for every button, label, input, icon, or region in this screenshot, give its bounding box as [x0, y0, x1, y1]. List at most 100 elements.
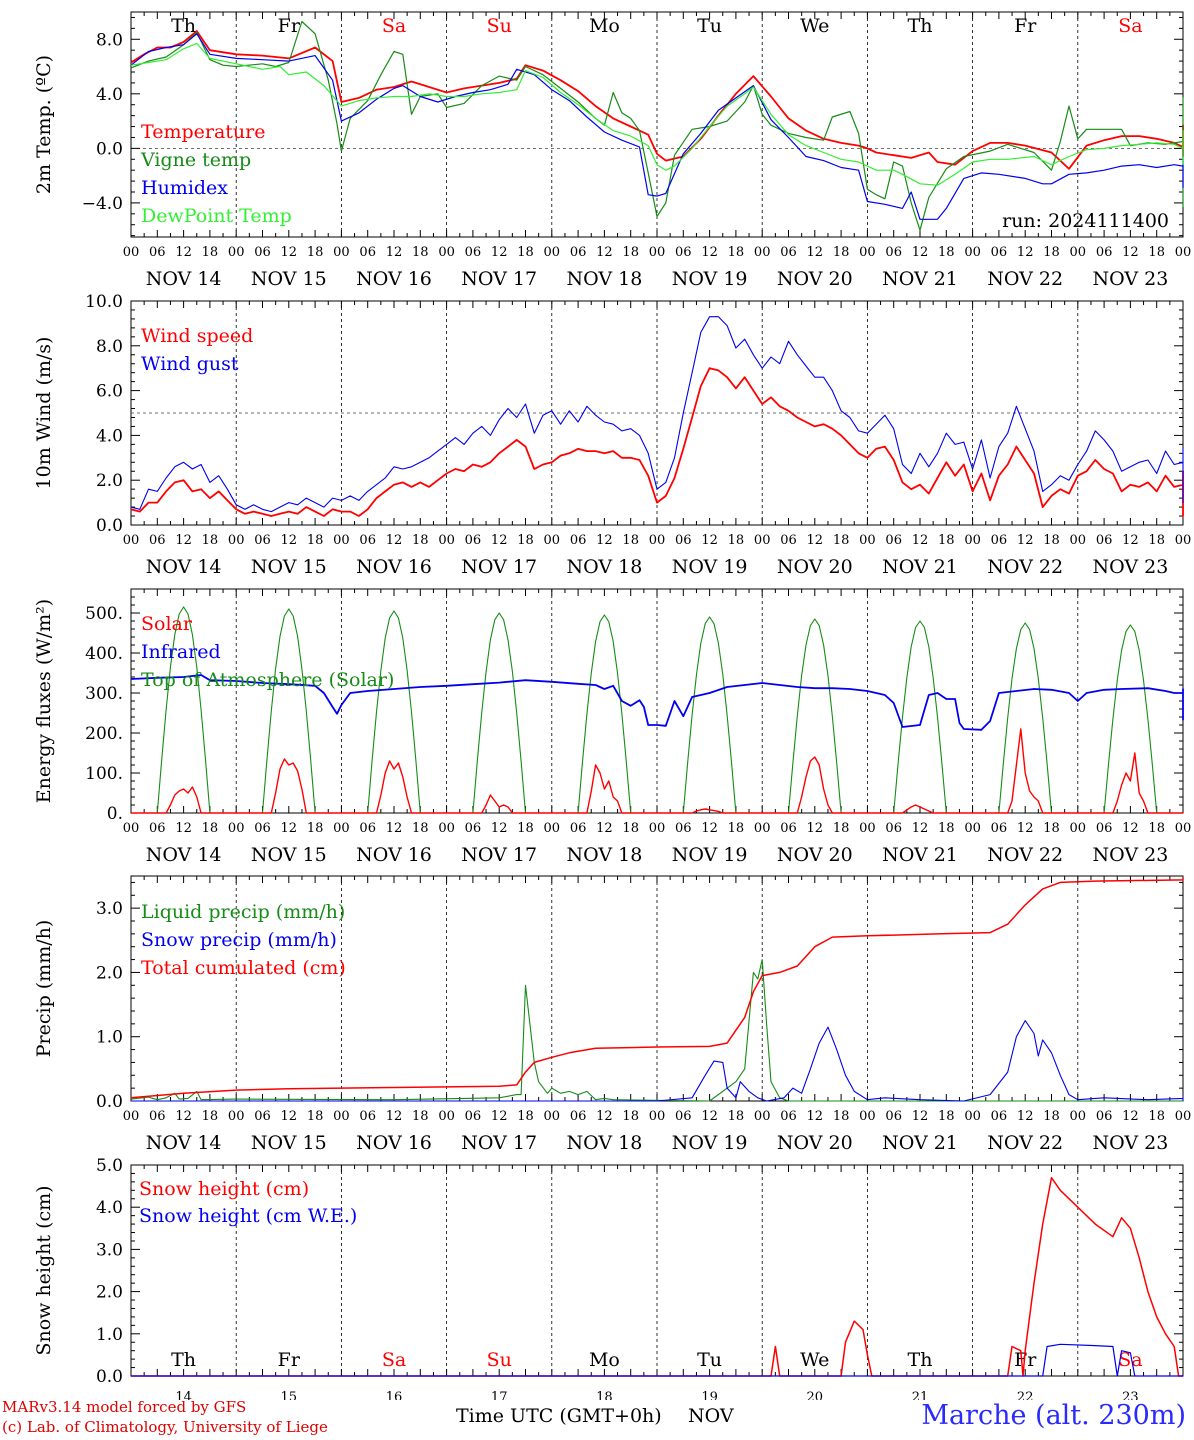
- legend-entry: Temperature: [141, 121, 265, 143]
- hour-tick-label: 18: [517, 533, 534, 548]
- day-label: NOV 15: [251, 1132, 327, 1154]
- series-line: [131, 1020, 1184, 1102]
- hour-tick-label: 00: [649, 821, 666, 836]
- hour-tick-label: 06: [780, 245, 797, 260]
- day-label: NOV 15: [251, 268, 327, 290]
- hour-tick-label: 06: [254, 533, 271, 548]
- weekday-label: Th: [908, 15, 933, 37]
- hour-tick-label: 12: [596, 245, 613, 260]
- y-tick-label: 8.0: [96, 30, 123, 50]
- hour-tick-label: 12: [491, 821, 508, 836]
- run-label: run: 2024111400: [1002, 210, 1169, 232]
- hour-tick-label: 18: [1043, 245, 1060, 260]
- day-label: NOV 17: [461, 268, 537, 290]
- weekday-label: Tu: [697, 15, 722, 37]
- y-tick-label: 0.0: [96, 516, 123, 536]
- hour-tick-label: 06: [675, 1109, 692, 1124]
- day-label: NOV 22: [987, 556, 1063, 578]
- weekday-label: Sa: [382, 1349, 406, 1371]
- hour-tick-label: 06: [885, 821, 902, 836]
- day-label: NOV 23: [1092, 556, 1168, 578]
- hour-tick-label: 18: [202, 245, 219, 260]
- hour-tick-label: 06: [254, 821, 271, 836]
- hour-tick-label: 00: [859, 245, 876, 260]
- hour-tick-label: 18: [307, 533, 324, 548]
- model-credit-line: MARv3.14 model forced by GFS: [2, 1398, 247, 1416]
- hour-tick-label: 12: [386, 821, 403, 836]
- weekday-label: Su: [487, 1349, 512, 1371]
- y-tick-label: 0.0: [96, 139, 123, 159]
- hour-tick-label: 00: [438, 821, 455, 836]
- hour-tick-label: 06: [359, 1109, 376, 1124]
- hour-tick-label: 18: [1043, 533, 1060, 548]
- hour-tick-label: 12: [1017, 1109, 1034, 1124]
- hour-tick-label: 12: [386, 245, 403, 260]
- series-line: [130, 42, 1184, 186]
- day-label: NOV 21: [882, 844, 958, 866]
- hour-tick-label: 00: [333, 533, 350, 548]
- legend-entry: Solar: [141, 613, 193, 635]
- y-axis-label: 10m Wind (m/s): [33, 337, 55, 490]
- hour-tick-label: 06: [149, 821, 166, 836]
- day-label: NOV 16: [356, 844, 432, 866]
- y-tick-label: 2.0: [96, 1283, 123, 1303]
- y-tick-label: 0.: [107, 804, 123, 824]
- hour-tick-label: 00: [1070, 533, 1087, 548]
- hour-tick-label: 12: [1017, 821, 1034, 836]
- y-tick-label: 2.0: [96, 471, 123, 491]
- hour-tick-label: 06: [780, 533, 797, 548]
- panel-frame: [130, 11, 1184, 238]
- hour-tick-label: 18: [202, 1109, 219, 1124]
- hour-tick-label: 06: [1096, 1109, 1113, 1124]
- hour-tick-label: 06: [1096, 245, 1113, 260]
- hour-tick-label: 18: [1148, 533, 1165, 548]
- day-label: NOV 22: [987, 268, 1063, 290]
- series-line: [130, 877, 1184, 1099]
- hour-tick-label: 18: [833, 1109, 850, 1124]
- hour-tick-label: 06: [570, 821, 587, 836]
- x-axis-label: Time UTC (GMT+0h): [456, 1405, 662, 1427]
- day-label: NOV 23: [1092, 268, 1168, 290]
- hour-tick-label: 00: [544, 821, 561, 836]
- y-tick-label: 4.0: [96, 85, 123, 105]
- hour-tick-label: 12: [175, 1109, 192, 1124]
- hour-tick-label: 12: [596, 821, 613, 836]
- hour-tick-label: 12: [701, 1109, 718, 1124]
- y-tick-label: 1.0: [96, 1028, 123, 1048]
- hour-tick-label: 06: [465, 533, 482, 548]
- hour-tick-label: 06: [1096, 533, 1113, 548]
- weekday-label: Th: [171, 15, 196, 37]
- series-line: [131, 1176, 1183, 1377]
- hour-tick-label: 00: [1175, 533, 1192, 548]
- hour-tick-label: 00: [228, 533, 245, 548]
- hour-tick-label: 06: [675, 533, 692, 548]
- day-label: NOV 16: [356, 1132, 432, 1154]
- day-label: NOV 16: [356, 268, 432, 290]
- hour-tick-label: 00: [964, 245, 981, 260]
- day-label: NOV 18: [566, 268, 642, 290]
- y-tick-label: 100.: [85, 764, 123, 784]
- y-axis-label: Snow height (cm): [33, 1185, 55, 1355]
- y-tick-label: −4.0: [82, 194, 123, 214]
- day-label: NOV 18: [566, 1132, 642, 1154]
- hour-tick-label: 06: [991, 1109, 1008, 1124]
- month-label: NOV: [688, 1405, 734, 1427]
- y-tick-label: 5.0: [96, 1156, 123, 1176]
- hour-tick-label: 06: [359, 533, 376, 548]
- hour-tick-label: 00: [649, 1109, 666, 1124]
- legend-entry: Snow height (cm W.E.): [139, 1205, 357, 1227]
- meteogram-chart: −4.0 0.0 4.0 8.0 2m Temp. (ºC) 00 06 12 18 NOV 14…: [33, 11, 1192, 1400]
- weekday-label: Su: [487, 15, 512, 37]
- hour-tick-label: 06: [991, 533, 1008, 548]
- y-tick-label: 1.0: [96, 1325, 123, 1345]
- hour-tick-label: 18: [938, 1109, 955, 1124]
- hour-tick-label: 12: [1122, 533, 1139, 548]
- hour-tick-label: 18: [412, 245, 429, 260]
- day-number-label: 14: [175, 1390, 192, 1400]
- day-label: NOV 21: [882, 268, 958, 290]
- day-label: NOV 15: [251, 556, 327, 578]
- day-label: NOV 21: [882, 1132, 958, 1154]
- day-label: NOV 17: [461, 844, 537, 866]
- y-tick-label: 300.: [85, 684, 123, 704]
- weekday-label: Mo: [589, 1349, 620, 1371]
